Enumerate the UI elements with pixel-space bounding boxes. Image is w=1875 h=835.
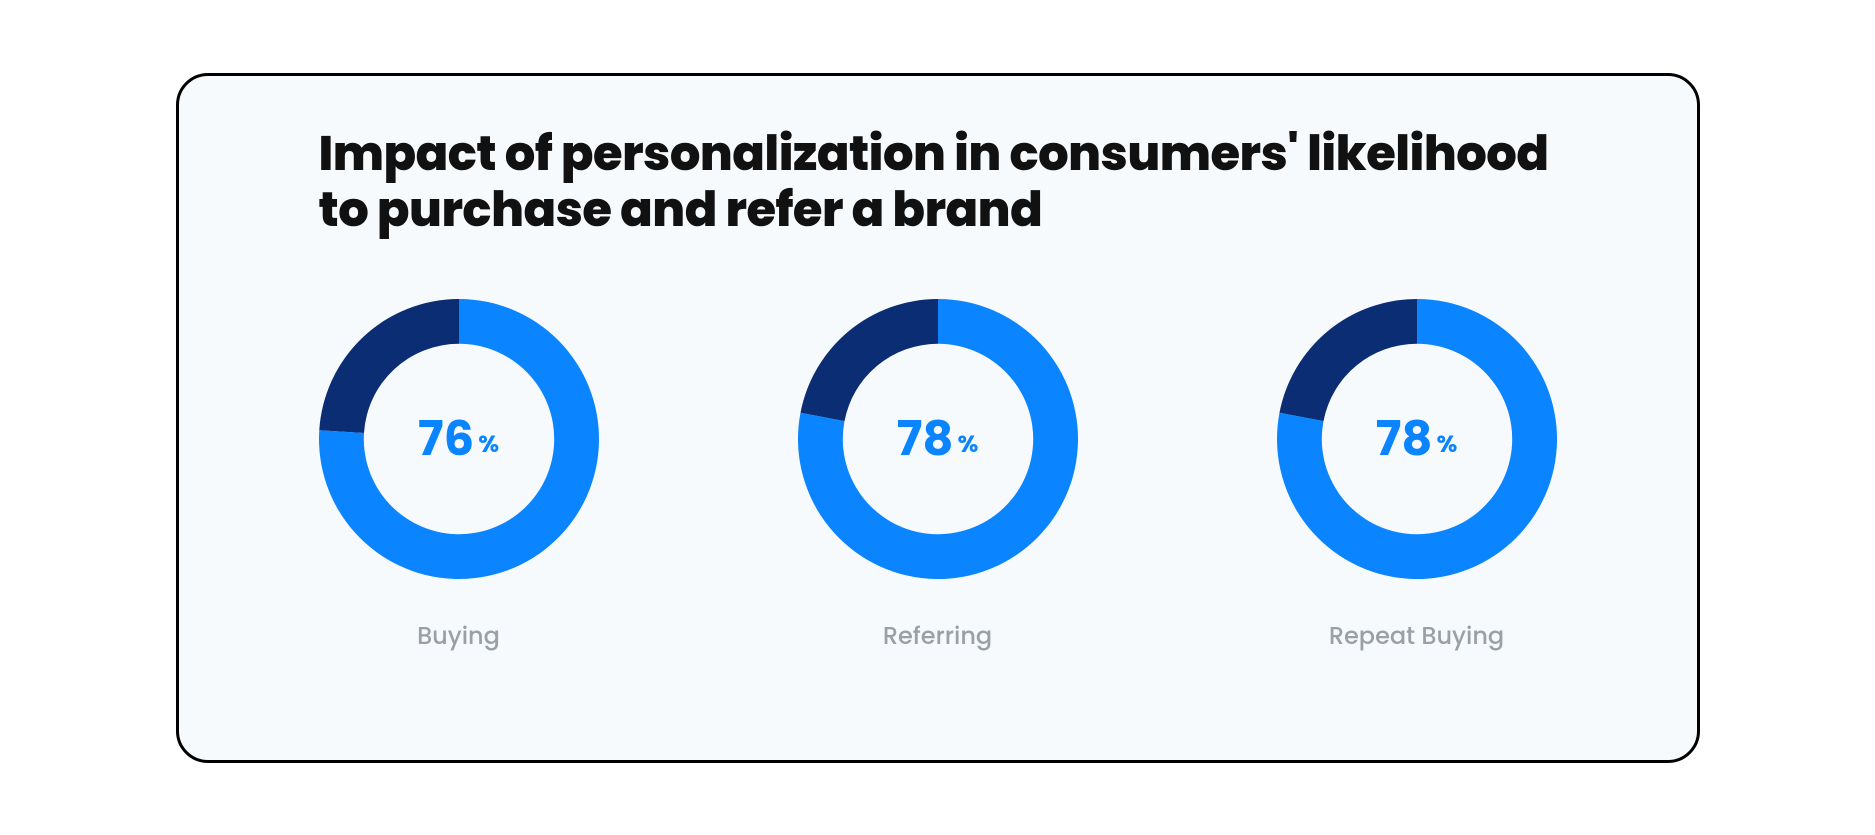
donut-center: 78 % <box>1277 299 1557 579</box>
charts-row: 76 % Buying 78 % Referring 78 % <box>319 299 1557 654</box>
percent-sign: % <box>1436 427 1457 462</box>
donut-chart-referring: 78 % <box>798 299 1078 579</box>
percent-value: 76 <box>418 403 474 475</box>
donut-center: 76 % <box>319 299 599 579</box>
percent-sign: % <box>478 427 499 462</box>
donut-chart-repeat-buying: 78 % <box>1277 299 1557 579</box>
chart-buying: 76 % Buying <box>319 299 599 654</box>
chart-label: Buying <box>417 619 500 654</box>
chart-repeat-buying: 78 % Repeat Buying <box>1277 299 1557 654</box>
percent-value: 78 <box>897 403 954 475</box>
donut-chart-buying: 76 % <box>319 299 599 579</box>
infographic-card: Impact of personalization in consumers' … <box>176 73 1700 763</box>
chart-label: Repeat Buying <box>1329 619 1504 654</box>
chart-label: Referring <box>883 619 992 654</box>
percent-sign: % <box>957 427 978 462</box>
percent-value: 78 <box>1376 403 1433 475</box>
infographic-title: Impact of personalization in consumers' … <box>319 126 1557 239</box>
chart-referring: 78 % Referring <box>798 299 1078 654</box>
donut-center: 78 % <box>798 299 1078 579</box>
